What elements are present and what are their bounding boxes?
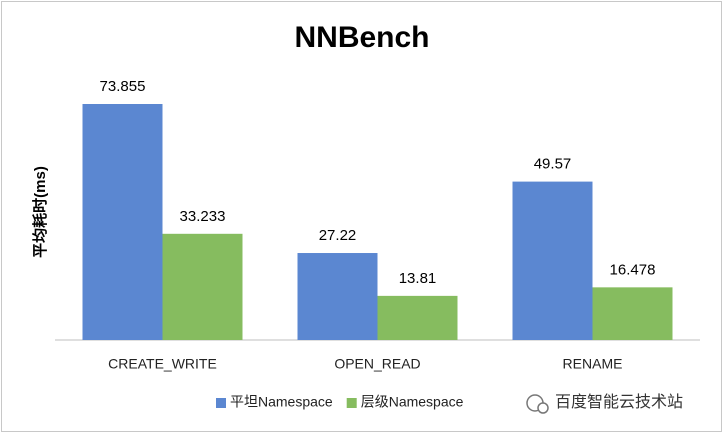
bar [592, 287, 673, 340]
y-axis-label: 平均耗时(ms) [31, 166, 49, 258]
legend-label: 层级Namespace [361, 394, 464, 410]
data-label: 73.855 [100, 78, 146, 95]
x-tick-label: CREATE_WRITE [108, 356, 217, 372]
bar [377, 295, 458, 340]
bar [297, 253, 378, 340]
data-label: 13.81 [399, 270, 437, 287]
data-label: 16.478 [610, 261, 656, 278]
bar [82, 104, 163, 340]
data-label: 49.57 [534, 156, 572, 173]
x-tick-label: RENAME [563, 356, 623, 372]
chart-title: NNBench [294, 21, 429, 54]
data-label: 27.22 [319, 227, 357, 244]
data-label: 33.233 [180, 208, 226, 225]
legend-swatch [216, 398, 226, 408]
watermark-icon [537, 402, 549, 414]
x-tick-label: OPEN_READ [334, 356, 420, 372]
bar [512, 181, 593, 340]
legend-label: 平坦Namespace [230, 394, 333, 410]
watermark: 百度智能云技术站 [526, 393, 683, 414]
watermark-text: 百度智能云技术站 [555, 393, 683, 411]
bar [162, 233, 243, 340]
legend-swatch [346, 398, 357, 408]
